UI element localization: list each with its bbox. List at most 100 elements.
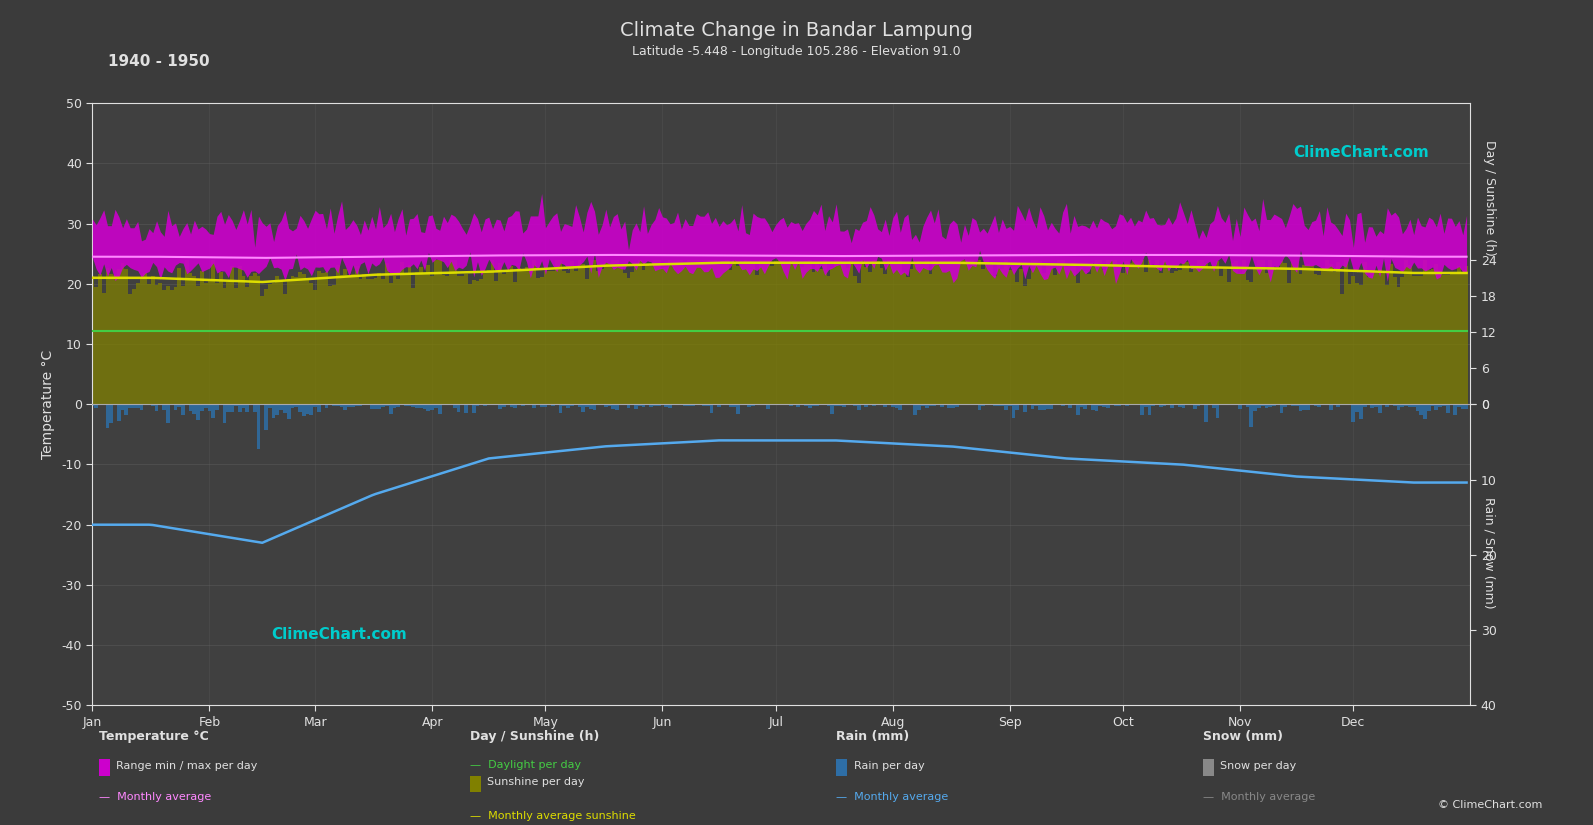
Bar bbox=[1094, 404, 1099, 412]
Bar bbox=[1114, 404, 1117, 406]
Bar bbox=[876, 261, 879, 404]
Bar bbox=[155, 404, 158, 411]
Bar bbox=[411, 288, 416, 404]
Bar bbox=[562, 404, 566, 406]
Bar bbox=[868, 272, 871, 404]
Bar bbox=[559, 404, 562, 412]
Bar bbox=[932, 260, 937, 404]
Bar bbox=[162, 290, 166, 404]
Bar bbox=[548, 271, 551, 404]
Bar bbox=[1147, 260, 1152, 404]
Bar bbox=[1185, 262, 1188, 404]
Bar bbox=[714, 260, 717, 404]
Bar bbox=[656, 260, 661, 404]
Bar bbox=[116, 269, 121, 404]
Bar bbox=[725, 404, 728, 405]
Bar bbox=[1446, 404, 1450, 412]
Bar bbox=[358, 404, 362, 407]
Bar bbox=[656, 404, 661, 407]
Bar bbox=[687, 404, 691, 406]
Bar bbox=[193, 404, 196, 414]
Bar bbox=[124, 404, 129, 415]
Bar bbox=[1329, 404, 1333, 410]
Bar bbox=[1450, 274, 1453, 404]
Bar bbox=[1290, 404, 1295, 406]
Bar bbox=[295, 277, 298, 404]
Bar bbox=[1321, 269, 1325, 404]
Bar bbox=[1045, 404, 1050, 409]
Bar bbox=[325, 272, 328, 404]
Bar bbox=[174, 404, 177, 410]
Text: Temperature °C: Temperature °C bbox=[99, 730, 209, 743]
Text: ClimeChart.com: ClimeChart.com bbox=[271, 627, 408, 642]
Bar bbox=[438, 404, 441, 414]
Bar bbox=[1306, 404, 1309, 410]
Bar bbox=[581, 404, 585, 412]
Bar bbox=[1215, 262, 1219, 404]
Bar bbox=[1411, 404, 1416, 407]
Bar bbox=[551, 404, 554, 407]
Bar bbox=[328, 286, 331, 404]
Bar bbox=[1298, 275, 1303, 404]
Bar bbox=[320, 273, 325, 404]
Bar bbox=[140, 404, 143, 410]
Bar bbox=[540, 276, 543, 404]
Bar bbox=[898, 260, 902, 404]
Bar bbox=[427, 265, 430, 404]
Bar bbox=[637, 260, 642, 404]
Bar bbox=[491, 260, 494, 404]
Text: ClimeChart.com: ClimeChart.com bbox=[1294, 145, 1429, 160]
Bar bbox=[513, 404, 518, 408]
Bar bbox=[502, 404, 507, 407]
Bar bbox=[1438, 271, 1442, 404]
Bar bbox=[1031, 404, 1034, 409]
Bar bbox=[1152, 404, 1155, 406]
Bar bbox=[698, 404, 703, 405]
Bar bbox=[1121, 273, 1125, 404]
Bar bbox=[777, 261, 782, 404]
Bar bbox=[1314, 274, 1317, 404]
Text: —  Monthly average: — Monthly average bbox=[1203, 792, 1314, 802]
Bar bbox=[438, 260, 441, 404]
Bar bbox=[158, 283, 162, 404]
Bar bbox=[895, 404, 898, 408]
Bar bbox=[1171, 404, 1174, 408]
Bar bbox=[612, 404, 615, 409]
Bar bbox=[374, 404, 378, 409]
Bar bbox=[1177, 270, 1182, 404]
Bar bbox=[540, 404, 543, 407]
Bar bbox=[752, 404, 755, 406]
Bar bbox=[733, 260, 736, 404]
Bar bbox=[1287, 283, 1290, 404]
Bar bbox=[1419, 404, 1423, 415]
Bar bbox=[1446, 275, 1450, 404]
Bar bbox=[1249, 282, 1254, 404]
Bar bbox=[667, 404, 672, 408]
Text: Day / Sunshine (h): Day / Sunshine (h) bbox=[470, 730, 599, 743]
Bar bbox=[331, 404, 336, 406]
Bar bbox=[314, 290, 317, 404]
Bar bbox=[1464, 404, 1469, 409]
Bar bbox=[1386, 404, 1389, 408]
Bar bbox=[1231, 263, 1235, 404]
Bar bbox=[1265, 273, 1268, 404]
Bar bbox=[789, 260, 793, 404]
Bar bbox=[268, 285, 272, 404]
Bar bbox=[1075, 404, 1080, 415]
Bar bbox=[237, 266, 242, 404]
Bar bbox=[709, 260, 714, 404]
Bar bbox=[1378, 269, 1381, 404]
Bar bbox=[1351, 276, 1356, 404]
Bar bbox=[1306, 264, 1309, 404]
Bar bbox=[389, 404, 392, 413]
Bar bbox=[1254, 266, 1257, 404]
Bar bbox=[366, 279, 370, 404]
Bar bbox=[543, 404, 548, 408]
Bar bbox=[303, 275, 306, 404]
Bar bbox=[887, 260, 890, 404]
Bar bbox=[918, 261, 921, 404]
Bar bbox=[1279, 261, 1284, 404]
Bar bbox=[499, 404, 502, 409]
Bar bbox=[578, 260, 581, 404]
Bar bbox=[1427, 270, 1431, 404]
